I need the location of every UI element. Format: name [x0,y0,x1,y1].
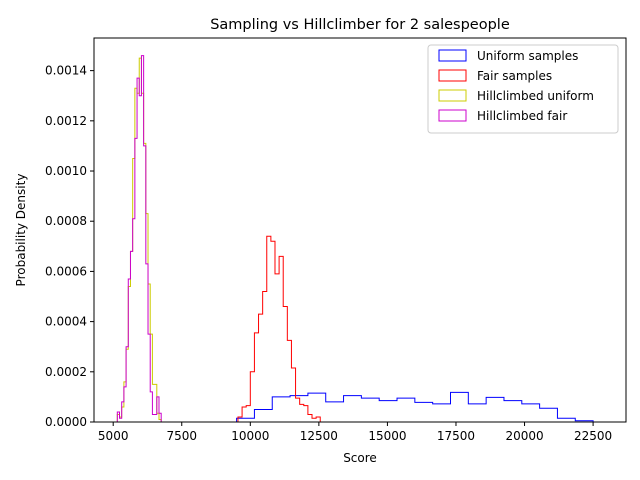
series-0 [236,391,594,422]
histogram-step-2 [116,57,166,423]
x-tick-label: 20000 [505,429,543,443]
legend-label: Hillclimbed uniform [477,89,594,103]
series-layer [116,55,594,423]
chart-title: Sampling vs Hillclimber for 2 salespeopl… [210,17,510,33]
legend-swatch [438,109,467,122]
y-tick-label: 0.0000 [45,415,87,429]
y-tick-label: 0.0004 [45,315,87,329]
x-tick-label: 22500 [574,429,612,443]
legend-swatch [438,89,467,102]
histogram-step-0 [236,391,594,422]
y-tick-label: 0.0008 [45,214,87,228]
x-tick-label: 7500 [166,429,197,443]
x-tick-label: 15000 [368,429,406,443]
x-tick-label: 10000 [231,429,269,443]
legend-swatch [438,69,467,82]
legend-label: Fair samples [477,69,552,83]
series-2 [116,57,166,423]
y-tick-label: 0.0006 [45,264,87,278]
y-tick-label: 0.0010 [45,164,87,178]
y-tick-label: 0.0012 [45,114,87,128]
y-axis-title: Probability Density [14,174,28,287]
legend-swatch [438,49,467,62]
x-axis-title: Score [343,451,377,465]
histogram-step-3 [116,55,166,423]
series-3 [116,55,166,423]
x-tick-label: 12500 [300,429,338,443]
legend-label: Hillclimbed fair [477,109,567,123]
x-axis: 5000 7500 10000 12500 15000 17500 20000 22500 [98,422,612,443]
legend-label: Uniform samples [477,49,578,63]
y-tick-label: 0.0002 [45,365,87,379]
x-tick-label: 17500 [437,429,475,443]
histogram-step-1 [237,235,333,423]
legend-entries: Uniform samples Fair samples Hillclimbed u… [438,49,594,123]
x-tick-label: 5000 [98,429,129,443]
series-1 [237,235,333,423]
plot-frame [93,37,627,423]
y-tick-label: 0.0014 [45,64,87,78]
legend: Uniform samples Fair samples Hillclimbed u… [427,44,619,134]
legend-box [427,44,619,134]
y-axis: 0.0000 0.0002 0.0004 0.0006 0.0008 0.0010 0.00… [45,64,94,429]
